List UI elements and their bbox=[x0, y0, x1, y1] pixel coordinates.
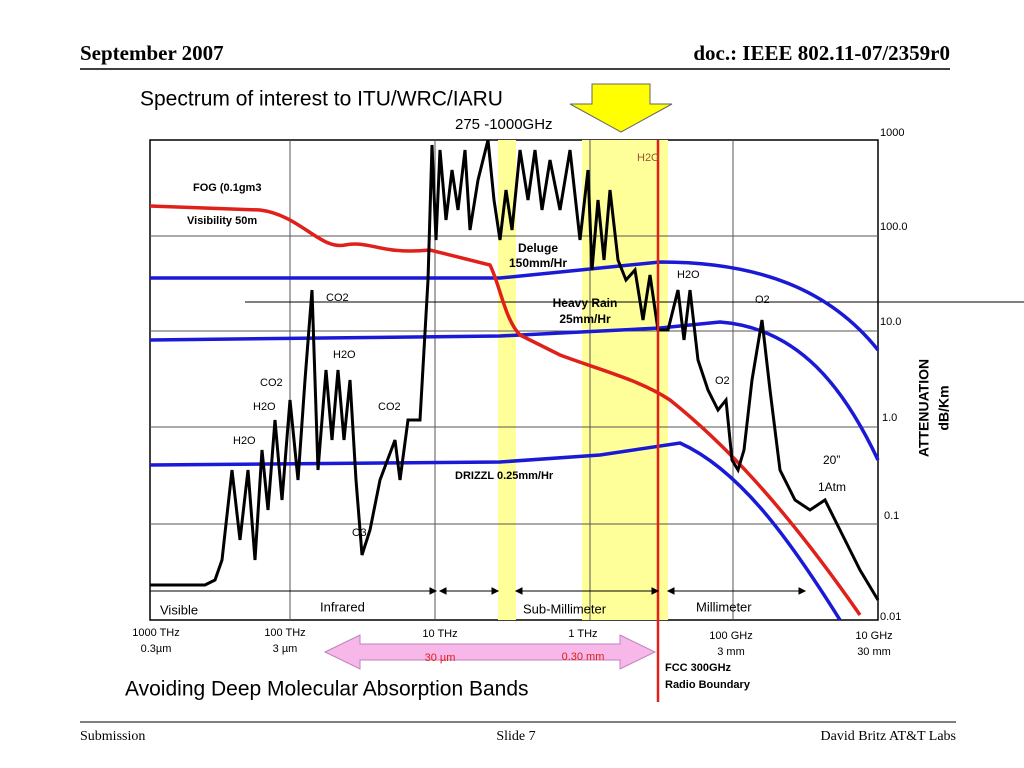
y-label: 1.0 bbox=[882, 412, 897, 424]
title: Spectrum of interest to ITU/WRC/IARU bbox=[140, 88, 503, 111]
footer-center: Slide 7 bbox=[496, 729, 535, 744]
molecule-label: H2O bbox=[233, 435, 256, 447]
x-label: 0.30 mm bbox=[562, 651, 605, 663]
y-label: 0.01 bbox=[880, 611, 901, 623]
band-highlight bbox=[582, 140, 668, 620]
curve-label: Deluge bbox=[518, 241, 558, 255]
band-arrows bbox=[150, 587, 807, 595]
y-label: 1000 bbox=[880, 127, 904, 139]
x-label: 100 THz bbox=[264, 627, 305, 639]
x-label: 3 mm bbox=[717, 646, 745, 658]
molecule-label: CO2 bbox=[326, 292, 349, 304]
band-label: Visible bbox=[160, 602, 198, 617]
curve-label: 150mm/Hr bbox=[509, 256, 567, 270]
curve-label: 25mm/Hr bbox=[559, 312, 611, 326]
curve-label: Visibility 50m bbox=[187, 215, 257, 227]
curve-absorption bbox=[150, 139, 880, 601]
x-label: 10 THz bbox=[422, 628, 457, 640]
x-label: 3 µm bbox=[273, 643, 298, 655]
molecule-label: O2 bbox=[755, 294, 770, 306]
curve-label: DRIZZL 0.25mm/Hr bbox=[455, 470, 554, 482]
y-title: dB/Km bbox=[936, 385, 952, 430]
curve-label: 1Atm bbox=[818, 480, 846, 494]
molecule-label: CO2 bbox=[260, 377, 283, 389]
molecule-label: H2O bbox=[677, 269, 700, 281]
band-highlight bbox=[498, 140, 516, 620]
x-label: 0.3µm bbox=[141, 643, 172, 655]
y-label: 100.0 bbox=[880, 221, 908, 233]
footer-right: David Britz AT&T Labs bbox=[821, 729, 956, 744]
band-label: Millimeter bbox=[696, 599, 752, 614]
y-label: 10.0 bbox=[880, 316, 901, 328]
band-label: Sub-Millimeter bbox=[523, 601, 607, 616]
curve-fog bbox=[149, 204, 862, 616]
curve-label: 20” bbox=[823, 453, 840, 467]
range-arrow bbox=[323, 634, 657, 670]
curve-label: Heavy Rain bbox=[553, 296, 618, 310]
boundary-label: Radio Boundary bbox=[665, 679, 751, 691]
chart: 1000 100.0 10.0 1.0 0.1 0.01 ATTENUATION… bbox=[149, 127, 1024, 702]
caption: Avoiding Deep Molecular Absorption Bands bbox=[125, 678, 529, 701]
header-date: September 2007 bbox=[80, 41, 224, 65]
arrow-down bbox=[569, 83, 673, 133]
curve-heavy bbox=[150, 260, 880, 352]
footer-left: Submission bbox=[80, 729, 145, 744]
band-label: Infrared bbox=[320, 599, 365, 614]
molecule-label: H2O bbox=[637, 152, 660, 164]
header-doc: doc.: IEEE 802.11-07/2359r0 bbox=[693, 41, 950, 65]
subtitle: 275 -1000GHz bbox=[455, 116, 553, 133]
curve-drizzle bbox=[149, 441, 842, 621]
molecule-label: O3 bbox=[352, 527, 367, 539]
y-title: ATTENUATION bbox=[916, 359, 932, 457]
molecule-label: H2O bbox=[253, 401, 276, 413]
molecule-label: CO2 bbox=[378, 401, 401, 413]
x-label: 100 GHz bbox=[709, 630, 752, 642]
y-label: 0.1 bbox=[884, 510, 899, 522]
x-label: 1 THz bbox=[568, 628, 597, 640]
x-label: 1000 THz bbox=[132, 627, 180, 639]
molecule-label: O2 bbox=[715, 375, 730, 387]
x-label: 30 mm bbox=[857, 646, 891, 658]
curve-rain bbox=[149, 320, 880, 461]
boundary-label: FCC 300GHz bbox=[665, 662, 732, 674]
molecule-label: H2O bbox=[333, 349, 356, 361]
curve-label: FOG (0.1gm3 bbox=[193, 182, 261, 194]
x-label: 30 µm bbox=[425, 652, 456, 664]
x-label: 10 GHz bbox=[855, 630, 892, 642]
